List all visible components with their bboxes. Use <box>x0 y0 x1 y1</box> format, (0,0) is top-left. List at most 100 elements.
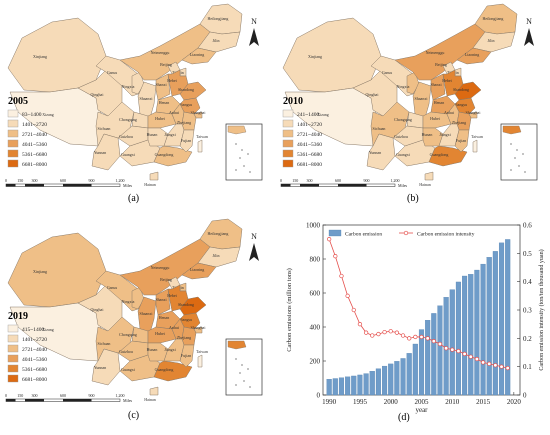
province-label: Hunan <box>147 347 158 352</box>
province-label: Yunnan <box>369 150 381 155</box>
bar-carbon-emission <box>351 375 357 396</box>
bar-carbon-emission <box>468 274 474 396</box>
scale-bar-segment <box>300 184 319 187</box>
bar-carbon-emission <box>474 269 480 396</box>
y2-axis-label: Carbon emission intensity (ton/ten thous… <box>538 249 545 370</box>
province-label: Jiangsu <box>180 317 192 322</box>
legend-label: 4041~5360 <box>22 142 47 148</box>
province-label: Qinghai <box>91 92 105 97</box>
legend: 83~1400 1401~2720 2721~4040 4041~5360 5361~6… <box>7 109 47 168</box>
province-label: Shanghai <box>191 325 207 330</box>
province-fujian <box>179 344 195 368</box>
point-carbon-intensity <box>370 333 375 338</box>
province-fujian <box>179 129 195 153</box>
bar-carbon-emission <box>486 257 492 396</box>
point-carbon-intensity <box>462 351 467 357</box>
island-dot <box>235 169 237 171</box>
province-label: Zhejiang <box>177 120 191 125</box>
province-label: Neimenggu <box>151 50 170 55</box>
province-label: Jilin <box>213 253 220 258</box>
map-panel-b: Xinjiang Xizang Qinghai Gansu Sichuan Yunnan N… <box>275 0 550 215</box>
province-shanxi <box>155 288 171 316</box>
scale-tick: 150 <box>292 178 298 183</box>
province-label: Shandong <box>453 87 469 92</box>
island-dot <box>249 171 251 173</box>
island-dot <box>243 165 245 167</box>
bar-carbon-emission <box>498 242 505 396</box>
bar-carbon-emission <box>332 378 338 396</box>
scale-bar-segment <box>281 184 291 187</box>
scale-tick: 150 <box>17 393 23 398</box>
province-label: Gansu <box>107 285 117 290</box>
x-axis-label: year <box>415 406 428 414</box>
scale-tick: 600 <box>335 178 341 183</box>
inset-frame <box>500 123 538 181</box>
bar-carbon-emission <box>449 289 455 396</box>
province-label: Jiangsu <box>455 102 467 107</box>
point-carbon-intensity <box>345 293 350 298</box>
year-label: 2010 <box>283 96 303 107</box>
legend-swatch <box>7 139 19 148</box>
point-carbon-intensity <box>468 354 473 359</box>
province-label: Shaanxi <box>415 96 429 101</box>
province-label: Fujian <box>181 138 191 143</box>
x-tick-label: 2015 <box>476 398 491 406</box>
province-label: Shaanxi <box>140 96 154 101</box>
province-label: Fujian <box>456 138 466 143</box>
scale-tick: 300 <box>307 178 313 183</box>
legend-swatch <box>7 109 19 118</box>
province-hebei <box>167 69 189 97</box>
scale-bar-segment <box>338 184 367 187</box>
caption-b: (b) <box>407 193 419 204</box>
province-label: Henan <box>434 100 444 105</box>
province-liaoning <box>181 262 217 280</box>
province-yunnan <box>91 348 121 386</box>
chart-legend: Carbon emission Carbon emission intensity <box>328 229 475 238</box>
x-tick-label: 2010 <box>445 398 460 406</box>
province-label: Henan <box>159 315 169 320</box>
scale-tick: 300 <box>32 393 38 398</box>
legend-label: 4041~5360 <box>22 357 47 363</box>
y2-tick-label: 0.1 <box>523 363 532 371</box>
province-label: Shandong <box>178 302 194 307</box>
bar-carbon-emission <box>363 373 369 396</box>
bar-carbon-emission <box>400 358 406 396</box>
province-label: Ningxia <box>122 299 135 304</box>
province-label: Sichuan <box>373 126 386 131</box>
legend-line-marker <box>403 230 409 236</box>
province-label: Jiangxi <box>439 132 451 137</box>
scale-tick: 150 <box>17 178 23 183</box>
island-dot <box>510 169 512 171</box>
legend-label: 6681~8000 <box>297 162 322 168</box>
province-label: Liaoning <box>190 267 204 272</box>
province-yunnan <box>91 133 121 171</box>
island-dot <box>524 171 526 173</box>
scale-bar-segment <box>6 184 16 187</box>
point-carbon-intensity <box>394 330 400 335</box>
point-carbon-intensity <box>456 348 461 354</box>
bar-carbon-emission <box>425 320 431 396</box>
bar-carbon-emission <box>345 376 351 396</box>
point-carbon-intensity <box>437 341 443 347</box>
province-label: Xizang <box>42 112 54 117</box>
province-label: Shanghai <box>466 110 482 115</box>
scale-tick: 0 <box>5 393 7 398</box>
province-label: Shaanxi <box>140 311 154 316</box>
point-carbon-intensity <box>400 333 406 338</box>
scale-unit: Miles <box>123 398 133 403</box>
scale-tick: 0 <box>5 178 7 183</box>
province-label: Hubei <box>155 331 166 336</box>
province-label: Zhejiang <box>177 335 191 340</box>
bar-carbon-emission <box>338 377 345 396</box>
province-label: Shanghai <box>191 110 207 115</box>
provinces-group: Xinjiang Xizang Qinghai Gansu Sichuan Yunnan N… <box>282 3 518 187</box>
point-carbon-intensity <box>450 347 455 352</box>
scale-tick: 1,200 <box>391 178 400 184</box>
province-yunnan <box>366 133 396 171</box>
y-axis-label: Carbon emissions (million tons) <box>286 268 293 352</box>
province-label: Ningxia <box>122 84 135 89</box>
legend-swatch <box>7 344 19 353</box>
inset-frame <box>225 338 263 396</box>
province-label: Xizang <box>317 112 329 117</box>
